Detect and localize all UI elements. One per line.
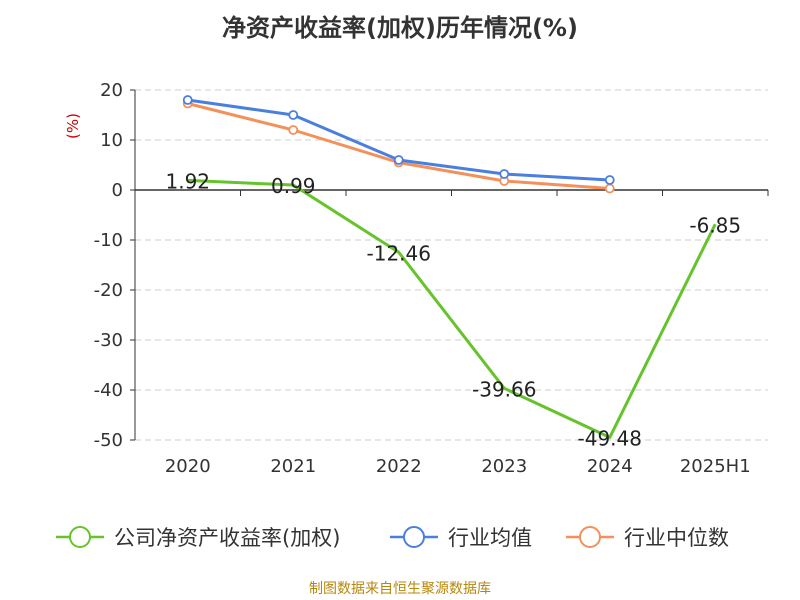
y-tick-label: -50 (94, 430, 123, 451)
y-tick-label: 0 (112, 180, 123, 201)
series-point-1 (288, 110, 299, 120)
legend-marker-circle (69, 526, 91, 548)
series-point-2 (604, 183, 615, 194)
x-tick-label: 2020 (165, 456, 211, 477)
data-label: -39.66 (472, 377, 536, 401)
legend-marker-circle (403, 526, 425, 548)
data-label: -6.85 (689, 213, 741, 237)
data-source-note: 制图数据来自恒生聚源数据库 (309, 581, 491, 597)
chart-title: 净资产收益率(加权)历年情况(%) (222, 14, 578, 42)
series-point-1 (604, 175, 615, 185)
data-label: 0.99 (271, 174, 316, 198)
legend-marker-circle (579, 526, 601, 548)
x-tick-label: 2025H1 (680, 456, 751, 477)
y-axis-unit-label: (%) (64, 113, 82, 139)
x-tick-label: 2021 (270, 456, 316, 477)
legend-label: 公司净资产收益率(加权) (114, 526, 340, 550)
legend-label: 行业中位数 (624, 526, 729, 550)
series-point-1 (182, 95, 193, 105)
series-line-0 (187, 178, 717, 439)
data-label: -12.46 (367, 241, 431, 265)
y-tick-label: -30 (94, 330, 123, 351)
series-point-1 (499, 169, 510, 179)
y-tick-label: -20 (94, 280, 123, 301)
data-label: 1.92 (165, 169, 210, 193)
y-tick-label: 10 (100, 130, 123, 151)
x-tick-label: 2023 (481, 456, 527, 477)
series-point-2 (288, 125, 299, 135)
x-tick-label: 2024 (587, 456, 633, 477)
y-tick-label: -40 (94, 380, 123, 401)
y-tick-label: 20 (100, 80, 123, 101)
legend-label: 行业均值 (448, 526, 532, 550)
data-label: -49.48 (578, 426, 642, 450)
y-tick-label: -10 (94, 230, 123, 251)
series-point-1 (393, 155, 404, 165)
x-tick-label: 2022 (376, 456, 422, 477)
